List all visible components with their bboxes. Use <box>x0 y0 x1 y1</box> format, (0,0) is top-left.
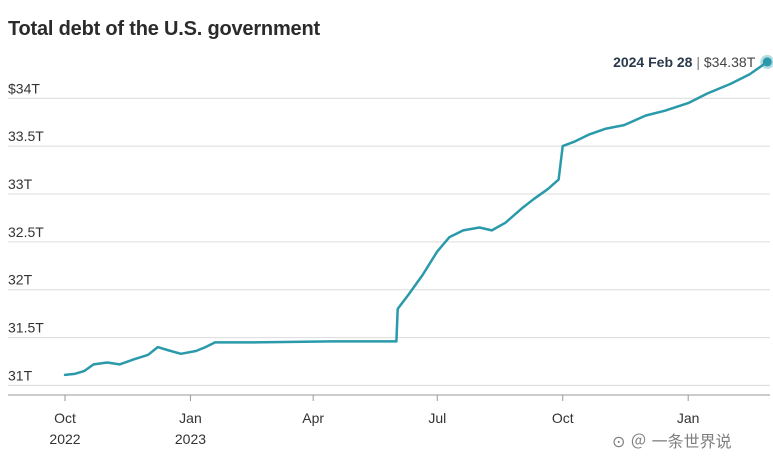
x-tick-label: Jul <box>428 410 446 426</box>
watermark: ⊙ ＠ 一条世界说 <box>612 432 732 451</box>
x-tick-label: Oct <box>54 410 76 426</box>
latest-date-label: 2024 Feb 28 <box>613 54 696 70</box>
y-tick-label: 33.5T <box>8 128 44 144</box>
latest-label-separator: | <box>696 54 704 70</box>
latest-value-label: $34.38T <box>704 54 756 70</box>
x-tick-label: Jan <box>677 410 700 426</box>
y-tick-label: 32T <box>8 272 33 288</box>
x-tick-year-label: 2022 <box>49 431 80 447</box>
y-tick-label: 32.5T <box>8 224 44 240</box>
x-tick-year-label: 2023 <box>175 431 206 447</box>
y-tick-label: 31.5T <box>8 320 44 336</box>
x-tick-label: Oct <box>552 410 574 426</box>
x-tick-label: Apr <box>302 410 324 426</box>
y-tick-label: 33T <box>8 176 33 192</box>
y-tick-label: $34T <box>8 80 40 96</box>
x-tick-label: Jan <box>179 410 202 426</box>
latest-point-label: 2024 Feb 28 | $34.38T <box>613 54 756 70</box>
chart-title: Total debt of the U.S. government <box>8 18 320 40</box>
debt-series-line <box>63 60 769 377</box>
latest-point-marker <box>762 57 772 67</box>
y-tick-label: 31T <box>8 367 33 383</box>
